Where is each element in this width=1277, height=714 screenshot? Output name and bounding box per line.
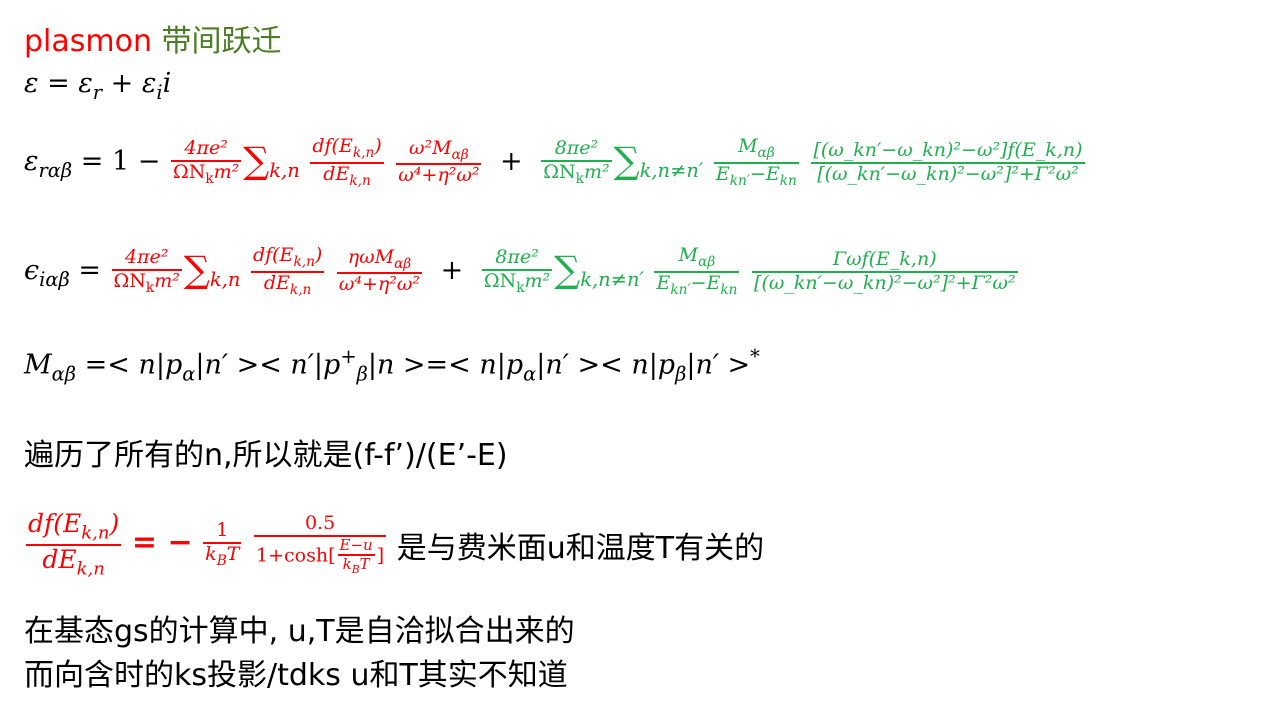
eq3-prefactor-green: 8πe² ΩNkm² — [481, 245, 553, 296]
eq3-derivative: df(Ek,n) dEk,n — [250, 244, 325, 298]
eq3-matrix-fraction: Mαβ Ekn′−Ekn — [654, 244, 740, 298]
eq3-equals: = — [78, 255, 101, 287]
matrix-element-equation: Mαβ =< n|pα|n′ >< n′|p+β|n >=< n|pα|n′ >… — [24, 345, 760, 386]
eq3-plus: + — [440, 255, 464, 287]
eq2-matrix-fraction: Mαβ Ekn′−Ekn — [713, 135, 799, 189]
eq1-sub-i: i — [156, 80, 163, 104]
epsilon-imag-equation: ϵiαβ = 4πe² ΩNkm² ∑k,n df(Ek,n) dEk,n ηω… — [24, 244, 1018, 298]
eq1-i: i — [162, 68, 172, 99]
eq1-lhs: ε — [24, 68, 39, 99]
note-tdks-projection: 而向含时的ks投影/tdks u和T其实不知道 — [24, 658, 568, 693]
eq2-equals-one: = 1 − — [80, 146, 161, 178]
eq5-cosh-fraction: 0.5 1+cosh[E−u kBT] — [254, 512, 387, 577]
eq2-omega-fraction: ω²Mαβ ω⁴+η²ω² — [396, 136, 482, 187]
note-traverse-n: 遍历了所有的n,所以就是(f-f’)/(E’-E) — [24, 438, 508, 473]
title-interband: 带间跃迁 — [161, 24, 282, 59]
note-ground-state: 在基态gs的计算中, u,T是自洽拟合出来的 — [24, 614, 575, 649]
eq1-rhs: = ε — [47, 68, 93, 99]
eq2-prefactor-green: 8πe² ΩNkm² — [541, 136, 612, 187]
epsilon-definition: ε = εr + εii — [24, 68, 171, 104]
eq5-one-over-kbt: 1 kBT — [203, 519, 242, 569]
eq3-lhs-sub: iαβ — [39, 267, 70, 291]
title-plasmon: plasmon — [24, 24, 152, 59]
eq2-sum-green: ∑ — [613, 138, 640, 182]
eq3-prefactor-red: 4πe² ΩNkm² — [111, 245, 182, 296]
fermi-derivative-equation: df(Ek,n) dEk,n = − 1 kBT 0.5 1+cosh[E−u k… — [24, 509, 765, 580]
eq3-lhs: ϵ — [24, 255, 40, 287]
eq1-sub-r: r — [92, 80, 103, 104]
eq3-omega-fraction: ηωMαβ ω⁴+η²ω² — [336, 245, 423, 296]
eq2-lorentz-fraction: [(ω_kn′−ω_kn)²−ω²]f(E_k,n) [(ω_kn′−ω_kn)… — [811, 138, 1085, 185]
eq5-description: 是与费米面u和温度T有关的 — [396, 530, 765, 566]
eq3-sum-green: ∑ — [554, 247, 581, 291]
eq2-prefactor-red: 4πe² ΩNkm² — [170, 136, 242, 187]
eq3-lorentz-fraction: Γωf(E_k,n) [(ω_kn′−ω_kn)²−ω²]²+Γ²ω² — [752, 247, 1018, 294]
eq5-derivative: df(Ek,n) dEk,n — [26, 509, 122, 580]
epsilon-real-equation: εrαβ = 1 − 4πe² ΩNkm² ∑k,n df(Ek,n) dEk,… — [24, 135, 1085, 189]
eq2-plus: + — [500, 146, 523, 178]
eq2-sum-red: ∑ — [243, 138, 270, 182]
eq2-lhs-sub: rαβ — [38, 158, 73, 182]
eq3-sum-red: ∑ — [183, 247, 210, 291]
eq5-equals-minus: = − — [131, 525, 193, 561]
eq2-derivative: df(Ek,n) dEk,n — [310, 135, 384, 189]
slide-title: plasmon 带间跃迁 — [24, 16, 282, 60]
eq1-plus: + ε — [102, 68, 157, 99]
eq2-lhs: ε — [24, 146, 39, 178]
